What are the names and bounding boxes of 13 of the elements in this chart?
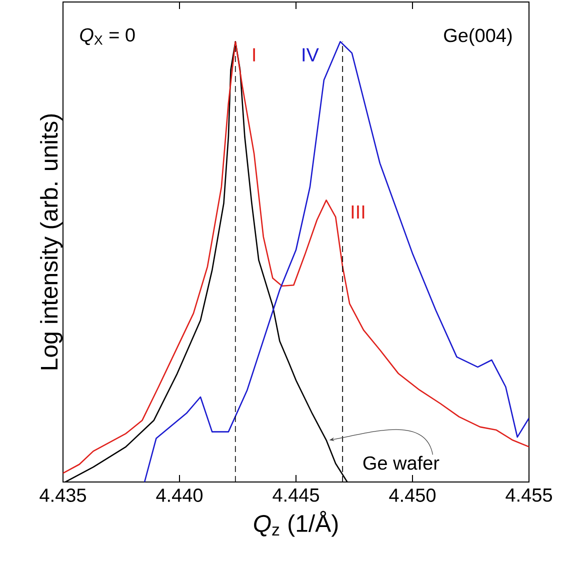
annotation: Q$_{X}$ = 0	[80, 28, 135, 46]
x-tick-label: 4.440	[156, 488, 203, 502]
annotation: III	[352, 205, 364, 219]
x-tick-label: 4.450	[389, 488, 436, 502]
x-tick-label: 4.435	[40, 488, 86, 502]
y-axis-title: Log intensity (arb. units)	[40, 114, 62, 370]
annotation: IV	[302, 48, 319, 62]
annotation: I	[253, 48, 255, 62]
series-label: Ge wafer	[363, 456, 440, 470]
annotation: Ge(004)	[444, 28, 512, 46]
x-axis-title: Q$_{z}$ (1/Å)	[254, 510, 338, 537]
x-tick-label: 4.455	[506, 488, 552, 502]
x-tick-label: 4.445	[272, 488, 319, 502]
